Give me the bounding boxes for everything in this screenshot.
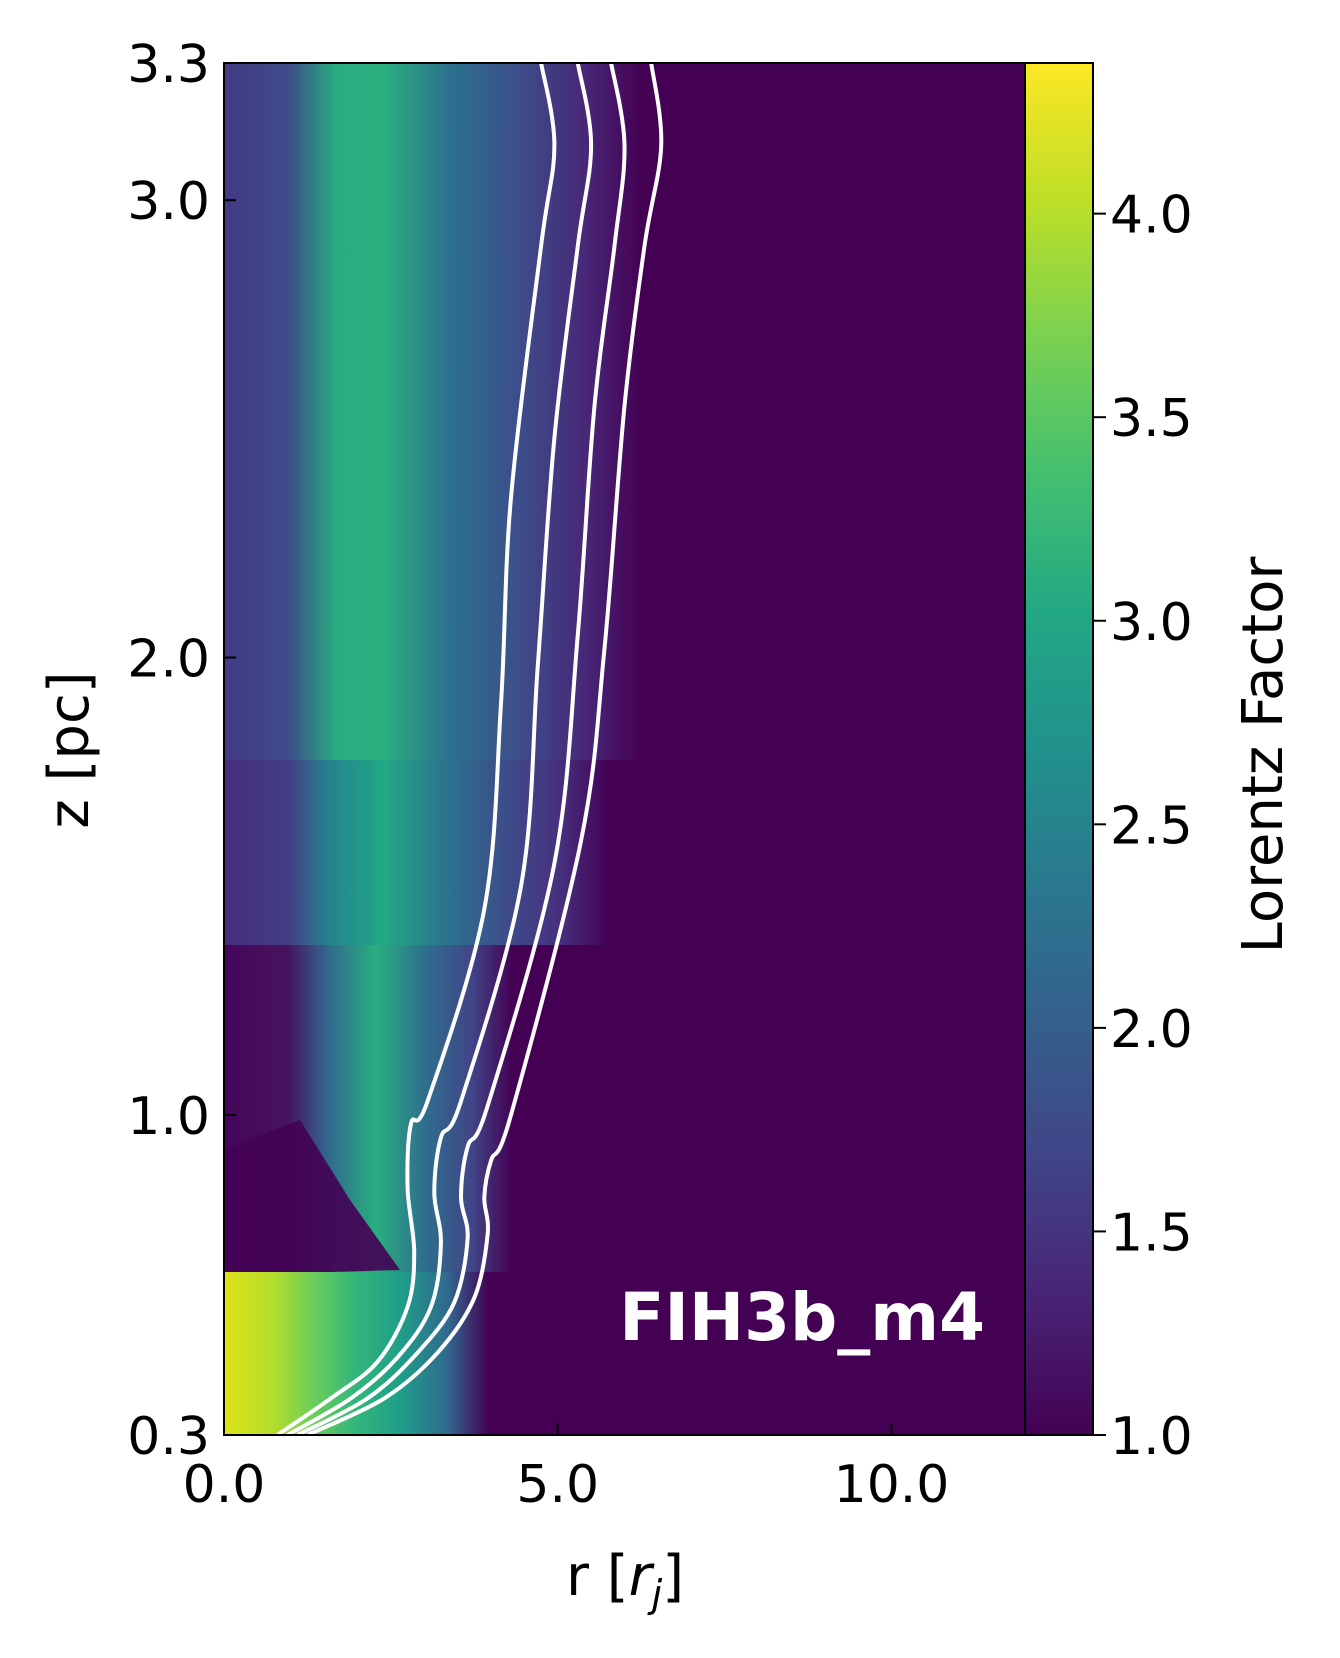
x-tick-label: 5.0 <box>516 1455 599 1515</box>
y-tick-label: 1.0 <box>127 1087 210 1147</box>
contour-4 <box>306 63 664 1435</box>
x-axis-label: r [rj] <box>566 1544 684 1616</box>
contour-3 <box>296 63 627 1435</box>
colorbar-tick-label: 2.0 <box>1110 1000 1193 1060</box>
colorbar-tick-label: 1.5 <box>1110 1203 1193 1263</box>
heatmap-middle-band <box>224 760 1025 950</box>
x-tick-label: 10.0 <box>834 1455 950 1515</box>
x-axis-label-prefix: r [ <box>566 1544 629 1609</box>
colorbar-tick-label: 3.5 <box>1110 389 1193 449</box>
colorbar-fill <box>1025 63 1093 1435</box>
colorbar-tick-label: 3.0 <box>1110 593 1193 653</box>
y-tick-label: 0.3 <box>127 1407 210 1467</box>
heatmap-shock-cell <box>224 1120 400 1275</box>
y-tick-label: 3.3 <box>127 35 210 95</box>
x-axis-label-suffix: ] <box>662 1544 684 1609</box>
y-tick-label: 2.0 <box>127 630 210 690</box>
colorbar-tick-label: 1.0 <box>1110 1407 1193 1467</box>
colorbar-label: Lorentz Factor <box>1231 556 1296 954</box>
contour-1 <box>276 63 557 1435</box>
heatmap-base-region <box>224 1272 1025 1435</box>
colorbar-frame <box>1024 62 1094 1436</box>
x-ticks: 0.0 5.0 10.0 <box>183 1423 950 1515</box>
panel-label: FIH3b_m4 <box>619 1279 985 1356</box>
x-axis-label-symbol: r <box>629 1544 655 1609</box>
heatmap <box>224 63 1025 1435</box>
colorbar-tick-label: 4.0 <box>1110 186 1193 246</box>
y-tick-label: 3.0 <box>127 172 210 232</box>
contour-2 <box>286 63 594 1435</box>
y-ticks: 0.3 1.0 2.0 3.0 3.3 <box>127 35 236 1467</box>
colorbar-tick-label: 2.5 <box>1110 796 1193 856</box>
x-tick-label: 0.0 <box>183 1455 266 1515</box>
y-axis-label: z [pc] <box>37 671 102 828</box>
colorbar-ticks: 1.0 1.5 2.0 2.5 3.0 3.5 4.0 <box>1093 186 1193 1467</box>
contour-lines <box>276 63 664 1435</box>
